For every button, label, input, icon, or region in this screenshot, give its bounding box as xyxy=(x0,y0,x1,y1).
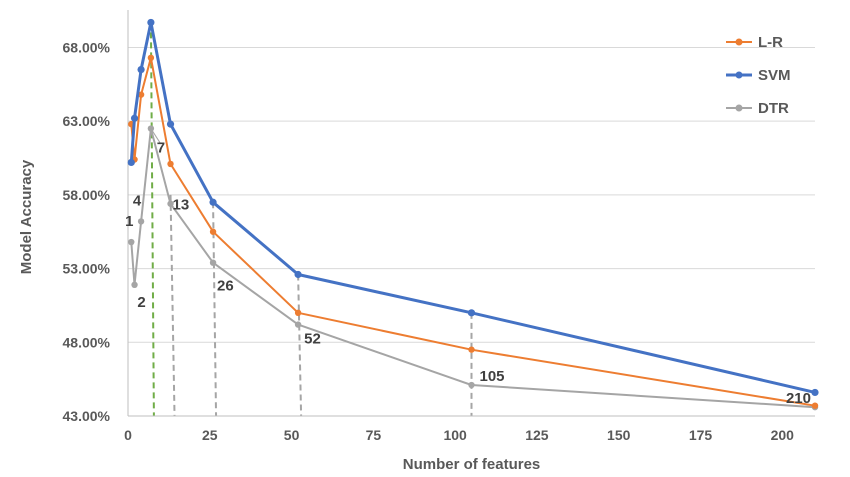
point-svm xyxy=(137,65,145,74)
point-l-r xyxy=(468,346,475,353)
x-tick-label: 125 xyxy=(525,427,549,443)
y-tick-label: 43.00% xyxy=(63,408,111,424)
legend: L-R SVM DTR xyxy=(726,34,791,117)
series-line-svm xyxy=(129,20,816,394)
point-dtr xyxy=(128,238,135,246)
point-svm xyxy=(209,198,217,206)
x-tick-label: 25 xyxy=(202,427,218,443)
annotations-layer: 1 2 4 7 13 26 52 105 210 xyxy=(125,128,811,407)
drop-line xyxy=(297,274,303,417)
y-axis-title: Model Accuracy xyxy=(18,159,35,274)
point-svm xyxy=(166,120,175,128)
grid-lines xyxy=(128,46,815,417)
annotation-label: 4 xyxy=(133,192,142,209)
x-tick-label: 50 xyxy=(284,427,300,443)
point-l-r xyxy=(147,54,155,61)
point-dtr xyxy=(294,321,302,328)
point-l-r xyxy=(811,402,819,409)
annotation-label: 52 xyxy=(304,331,321,348)
legend-marker xyxy=(735,71,743,79)
series-layer xyxy=(127,18,819,411)
series-line-dtr xyxy=(130,127,816,409)
y-tick-label: 68.00% xyxy=(63,39,111,55)
y-tick-label: 53.00% xyxy=(63,261,111,277)
point-svm xyxy=(130,114,139,122)
point-dtr xyxy=(468,381,475,389)
legend-label: L-R xyxy=(758,34,783,51)
point-dtr xyxy=(131,281,138,289)
x-tick-label: 150 xyxy=(607,427,631,443)
x-tick-label: 75 xyxy=(366,427,382,443)
point-dtr xyxy=(209,259,217,266)
annotation-label: 2 xyxy=(137,294,145,311)
x-tick-label: 100 xyxy=(443,427,467,443)
point-svm xyxy=(127,158,135,167)
point-svm xyxy=(294,270,302,279)
drop-line xyxy=(212,202,218,417)
point-dtr xyxy=(137,218,145,225)
legend-marker xyxy=(735,104,743,112)
series-line-l-r xyxy=(130,56,816,407)
annotation-label: 7 xyxy=(157,140,165,157)
annotation-label: 1 xyxy=(125,213,133,230)
legend-marker xyxy=(735,38,743,46)
annotation-label: 210 xyxy=(786,390,811,407)
y-tick-label: 63.00% xyxy=(63,113,111,129)
annotation-label: 26 xyxy=(217,278,234,295)
legend-label: SVM xyxy=(758,67,791,84)
annotation-leader xyxy=(150,128,161,143)
x-axis-title: Number of features xyxy=(403,456,541,473)
annotation-label: 13 xyxy=(173,197,190,214)
drop-lines xyxy=(149,22,473,417)
x-tick-label: 0 xyxy=(124,427,132,443)
y-tick-label: 48.00% xyxy=(63,334,111,350)
axes: 43.00% 48.00% 53.00% 58.00% 63.00% 68.00% 0 25 5… xyxy=(63,10,815,443)
point-dtr xyxy=(167,200,174,207)
point-l-r xyxy=(137,91,145,98)
drop-line xyxy=(169,194,176,417)
point-svm xyxy=(147,18,155,27)
annotation-label: 105 xyxy=(480,368,505,385)
point-l-r xyxy=(209,228,217,235)
x-tick-label: 200 xyxy=(771,427,795,443)
x-tick-label: 175 xyxy=(689,427,713,443)
drop-line xyxy=(149,22,155,417)
point-l-r xyxy=(294,309,302,317)
y-tick-label: 58.00% xyxy=(63,187,111,203)
point-svm xyxy=(811,388,819,397)
legend-label: DTR xyxy=(758,100,789,117)
point-l-r xyxy=(167,160,174,168)
point-svm xyxy=(467,309,476,317)
